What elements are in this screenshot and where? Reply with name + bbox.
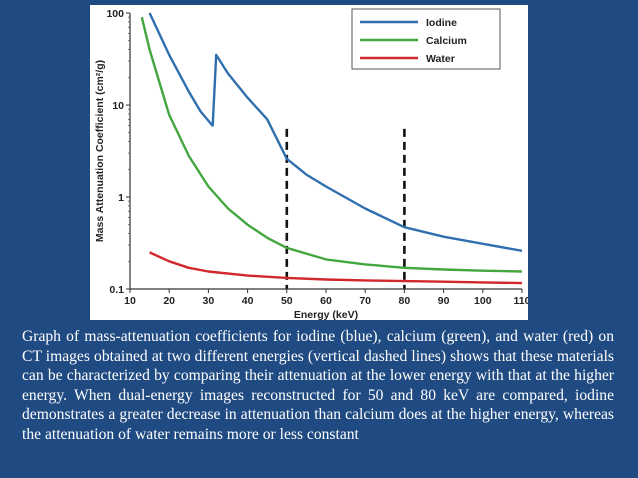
x-tick-label: 60: [320, 295, 332, 307]
x-tick-label: 50: [281, 295, 293, 307]
legend-label: Water: [426, 53, 455, 65]
chart-panel: 0.1 1 10 100 10 20 30 40 50 60 70 80 90 100 110 Energy …: [90, 5, 528, 320]
x-tick-label: 110: [514, 295, 528, 307]
x-tick-label: 70: [359, 295, 371, 307]
x-tick-label: 20: [163, 295, 175, 307]
legend-label: Iodine: [426, 17, 457, 29]
series-line-water: [149, 251, 523, 285]
y-axis-label: Mass Attenuation Coefficient (cm²/g): [94, 60, 106, 242]
x-tick-label: 40: [242, 295, 254, 307]
legend-label: Calcium: [426, 35, 467, 47]
series-line-iodine: [148, 12, 523, 252]
figure-caption: Graph of mass-attenuation coefficients f…: [22, 328, 614, 443]
series-line-calcium: [140, 16, 523, 273]
x-tick-label: 100: [474, 295, 492, 307]
x-tick-label: 10: [124, 295, 136, 307]
y-tick-label: 100: [106, 8, 124, 20]
y-tick-label: 10: [112, 100, 124, 112]
y-tick-label: 1: [118, 192, 124, 204]
x-axis-label: Energy (keV): [294, 309, 358, 320]
x-tick-label: 30: [203, 295, 215, 307]
x-tick-label: 80: [399, 295, 411, 307]
x-tick-label: 90: [438, 295, 450, 307]
y-tick-label: 0.1: [109, 284, 124, 296]
